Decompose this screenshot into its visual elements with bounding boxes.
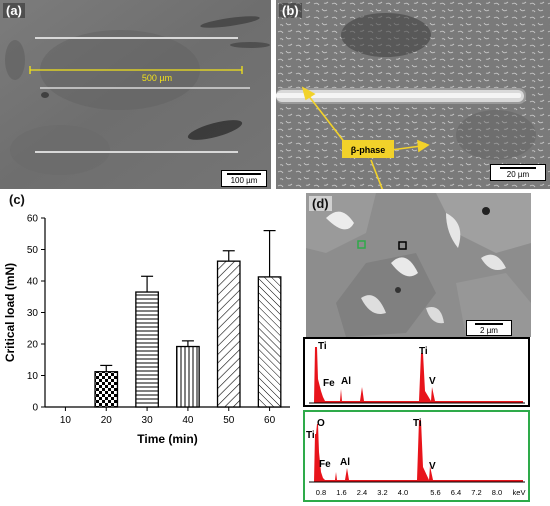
bar [135,291,159,408]
eds2-peak-ti-low: Ti [306,430,315,441]
scale-bar-a-label: 100 µm [230,176,258,185]
eds-energy-tick-label: 7.2 [471,488,481,497]
panel-c-chart: 0 10 20 30 40 50 60 10 20 30 40 50 60 Time (min) Criti… [0,190,300,506]
beta-phase-callout: β-phase [351,145,386,155]
scale-bar-d-label: 2 µm [480,326,498,335]
bar [176,345,200,408]
scratch-groove [276,88,526,104]
eds-spectrum-1-plot: Ti Fe Al Ti V [309,341,525,404]
panel-d-micrograph: (d) 2 µm [306,193,531,337]
eds-energy-tick-label: 4.0 [398,488,408,497]
eds-energy-axis: 0.8 1.6 2.4 3.2 4.0 5.6 6.4 7.2 8.0 keV [316,488,526,497]
eds-energy-unit: keV [513,488,526,497]
eds2-peak-ti-high: Ti [413,418,422,429]
panel-b-micrograph: β-phase (b) 20 µm [276,0,550,189]
y-tick-label: 0 [32,403,38,414]
panel-a-micrograph: 500 µm (a) 100 µm [0,0,271,189]
x-axis-title: Time (min) [137,432,197,446]
bar [257,276,282,408]
eds-spectrum-2-plot: Ti O Fe Al Ti V 0.8 1.6 2.4 3.2 4.0 5.6 6.4 7.2… [306,418,526,497]
measure-line [29,66,243,74]
eds-spot-black [398,241,407,250]
panel-d-label: (d) [309,196,332,211]
x-tick-label: 40 [182,415,194,426]
eds2-peak-o: O [317,418,325,429]
measure-label: 500 µm [142,73,172,83]
panel-b-label: (b) [279,3,302,18]
eds-energy-tick-label: 1.6 [336,488,346,497]
panel-d-image [306,193,531,337]
eds-spectrum-2: Ti O Fe Al Ti V 0.8 1.6 2.4 3.2 4.0 5.6 6.4 7.2… [303,410,530,502]
eds-energy-tick-label: 0.8 [316,488,326,497]
x-tick-label: 20 [101,415,113,426]
eds1-peak-ti-low: Ti [318,341,327,352]
eds2-peak-fe: Fe [319,459,331,470]
callout-arrows [301,86,430,189]
eds1-peak-al: Al [341,376,351,387]
scale-bar-b: 20 µm [490,164,546,181]
eds-energy-tick-label: 3.2 [377,488,387,497]
x-tick-label: 30 [142,415,154,426]
eds1-peak-fe: Fe [323,378,335,389]
x-tick-label: 50 [223,415,235,426]
scale-bar-d: 2 µm [466,320,512,336]
eds-spot-green [357,240,366,249]
critical-load-chart: 0 10 20 30 40 50 60 10 20 30 40 50 60 Time (min) Criti… [3,214,290,446]
eds-spectrum-1: Ti Fe Al Ti V [303,337,530,407]
eds2-peak-al: Al [340,457,350,468]
bar [94,371,119,408]
beta-phase-callout-box [342,140,394,158]
y-tick-label: 50 [27,245,39,256]
eds1-peak-v: V [429,376,436,387]
panel-a-label: (a) [3,3,25,18]
panel-b-image: β-phase [276,0,550,189]
y-tick-label: 30 [27,308,39,319]
eds-energy-tick-label: 6.4 [451,488,461,497]
eds2-peak-v: V [429,461,436,472]
scale-bar-b-label: 20 µm [506,170,530,179]
eds-energy-tick-label: 5.6 [430,488,440,497]
eds1-peak-ti-high: Ti [419,346,428,357]
x-tick-label: 60 [264,415,276,426]
y-tick-label: 20 [27,340,39,351]
y-tick-label: 10 [27,371,39,382]
y-axis-title: Critical load (mN) [3,263,17,362]
panel-c-label: (c) [9,192,25,207]
panel-a-image: 500 µm [0,0,271,189]
y-tick-label: 60 [27,214,39,225]
eds-energy-tick-label: 8.0 [492,488,502,497]
scale-bar-a: 100 µm [221,170,267,187]
x-tick-label: 10 [60,415,72,426]
y-tick-label: 40 [27,277,39,288]
eds-energy-tick-label: 2.4 [357,488,367,497]
bar [216,260,241,408]
scratch-tracks [35,37,250,153]
